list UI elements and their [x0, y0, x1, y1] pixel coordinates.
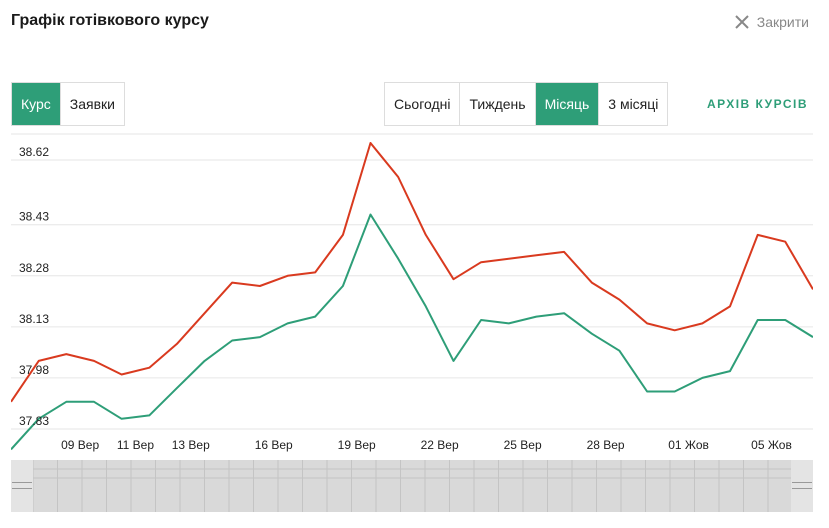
tab-3-months[interactable]: 3 місяці: [598, 83, 668, 125]
x-tick-label: 13 Вер: [172, 438, 210, 452]
tab-3-months-label: 3 місяці: [608, 96, 659, 112]
rate-chart: 38.62 38.43 38.28 38.13 37.98 37.83 09 Вер 11 …: [11, 133, 813, 452]
tab-today-label: Сьогодні: [394, 96, 451, 112]
x-tick-label: 25 Вер: [504, 438, 542, 452]
x-tick-label: 01 Жов: [668, 438, 709, 452]
navigator-left-handle[interactable]: [11, 460, 33, 512]
tab-rate[interactable]: Курс: [12, 83, 60, 125]
navigator-grid: [32, 460, 791, 512]
close-button[interactable]: Закрити: [735, 14, 809, 30]
tab-today[interactable]: Сьогодні: [385, 83, 460, 125]
y-tick-label: 37.98: [19, 363, 49, 377]
tab-month[interactable]: Місяць: [534, 83, 599, 125]
tab-requests-label: Заявки: [69, 96, 116, 112]
y-tick-label: 38.43: [19, 210, 49, 224]
tab-rate-label: Курс: [21, 96, 51, 112]
tab-month-label: Місяць: [544, 96, 590, 112]
x-tick-label: 28 Вер: [587, 438, 625, 452]
y-tick-label: 38.62: [19, 145, 49, 159]
y-tick-label: 37.83: [19, 414, 49, 428]
x-tick-label: 16 Вер: [255, 438, 293, 452]
y-tick-label: 38.13: [19, 312, 49, 326]
buy-rate-line: [11, 213, 813, 451]
range-navigator[interactable]: [11, 460, 813, 512]
navigator-right-handle[interactable]: [791, 460, 813, 512]
tab-week-label: Тиждень: [469, 96, 526, 112]
archive-link[interactable]: АРХІВ КУРСІВ: [707, 97, 809, 111]
close-icon: [735, 15, 749, 29]
page-title: Графік готівкового курсу: [11, 12, 209, 29]
period-tabs: Сьогодні Тиждень Місяць 3 місяці: [384, 82, 669, 126]
x-tick-label: 09 Вер: [61, 438, 99, 452]
tab-requests[interactable]: Заявки: [59, 83, 125, 125]
x-tick-label: 19 Вер: [338, 438, 376, 452]
y-tick-label: 38.28: [19, 261, 49, 275]
x-tick-label: 22 Вер: [421, 438, 459, 452]
x-tick-label: 11 Вер: [117, 438, 154, 452]
close-label: Закрити: [756, 14, 809, 30]
sell-rate-line: [11, 142, 813, 403]
tab-week[interactable]: Тиждень: [459, 83, 535, 125]
x-tick-label: 05 Жов: [751, 438, 792, 452]
mode-tabs: Курс Заявки: [11, 82, 126, 126]
